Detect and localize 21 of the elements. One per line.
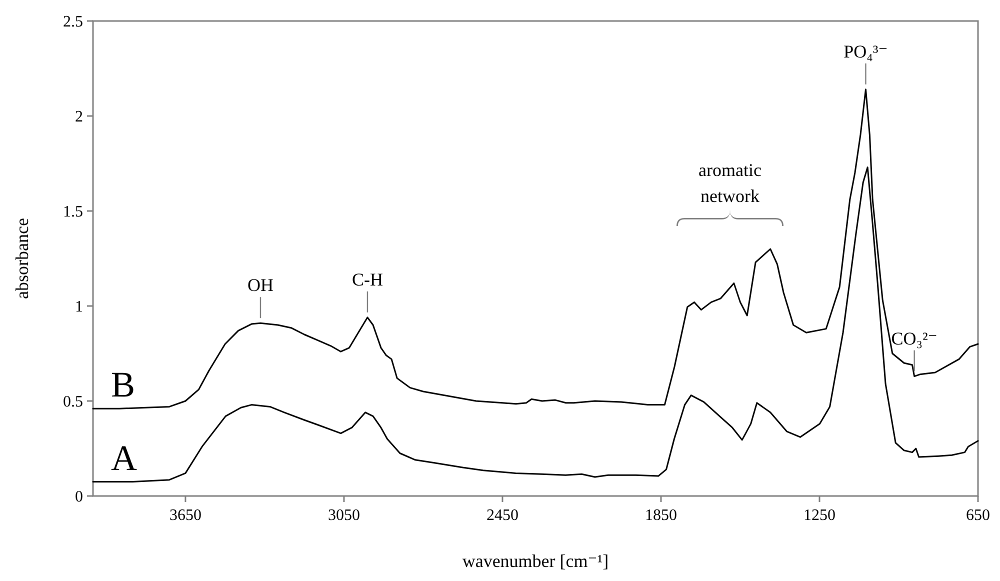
y-tick-label: 2 <box>75 108 83 126</box>
y-tick-label: 0 <box>75 488 83 506</box>
annotation: aromatic network <box>698 160 762 206</box>
y-axis-title: absorbance <box>12 218 32 299</box>
annotation: OH <box>247 275 274 296</box>
series-label: B <box>111 364 136 405</box>
x-tick-label: 1850 <box>644 507 677 524</box>
annotation: C-H <box>352 269 383 290</box>
x-tick-label: 3050 <box>328 507 360 524</box>
y-tick-label: 1 <box>75 298 83 316</box>
annotation: CO₃²⁻ <box>891 328 938 348</box>
series-label: A <box>111 438 137 478</box>
x-tick-label: 2450 <box>486 507 518 524</box>
y-tick-label: 2.5 <box>63 14 83 31</box>
annotation: PO₄³⁻ <box>844 41 888 62</box>
x-tick-label: 650 <box>966 507 990 524</box>
y-tick-label: 0.5 <box>63 394 83 411</box>
y-tick-label: 1.5 <box>63 204 83 221</box>
x-axis-title: wavenumber [cm⁻¹] <box>462 551 609 571</box>
x-tick-label: 3650 <box>169 507 202 524</box>
x-tick-label: 1250 <box>803 507 836 524</box>
